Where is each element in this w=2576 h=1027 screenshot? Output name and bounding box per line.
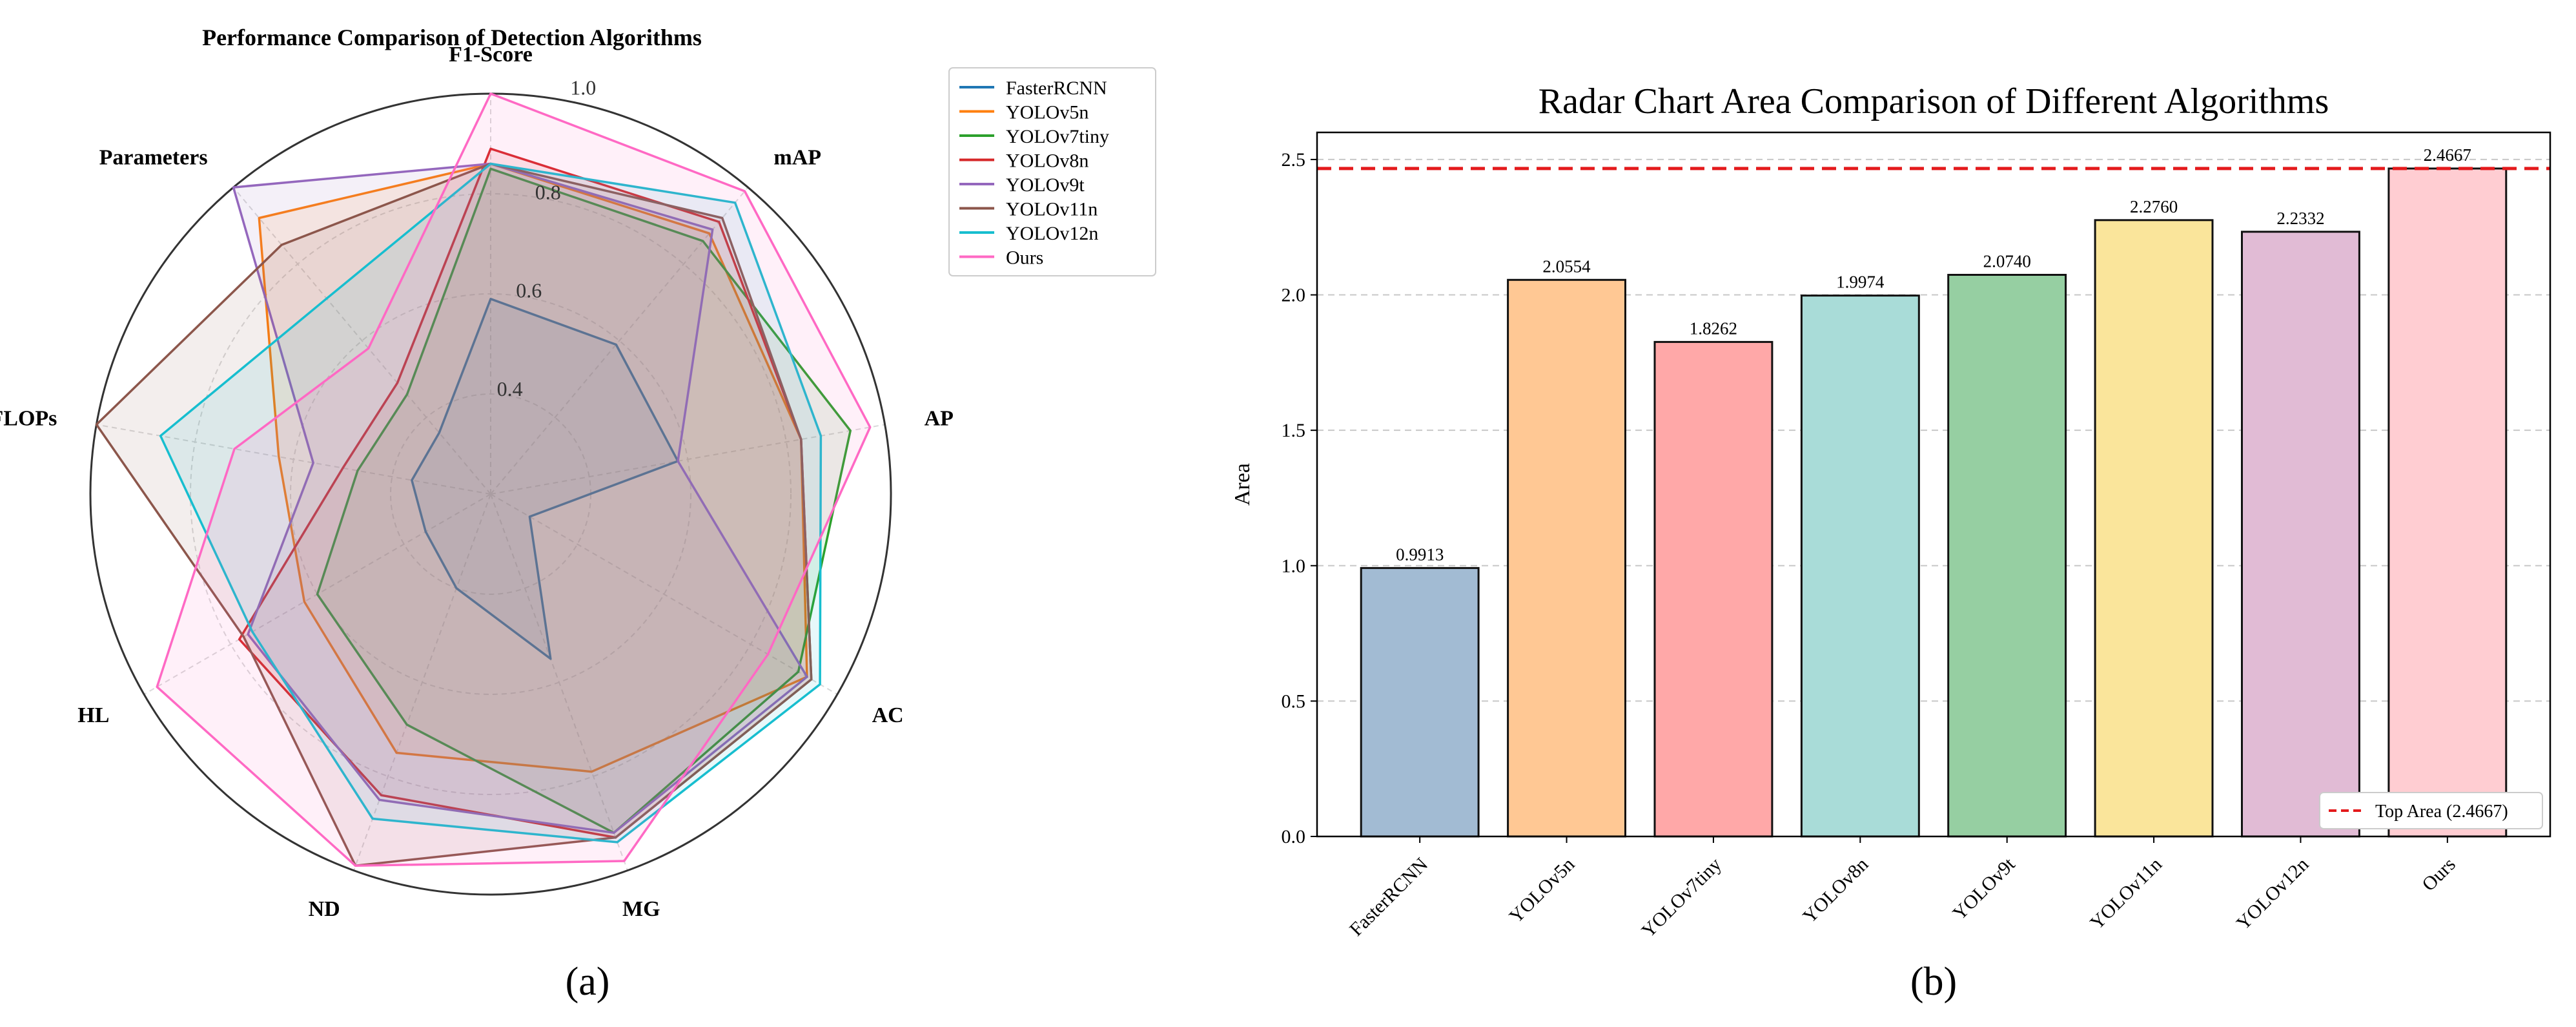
x-tick-label: YOLOv9t [1948, 853, 2019, 924]
bar-value-label: 2.2332 [2276, 209, 2324, 228]
y-tick-label: 0.5 [1282, 690, 1306, 712]
radar-spoke [490, 493, 628, 871]
radar-spoke [353, 493, 491, 871]
radar-legend-label: Ours [1006, 247, 1043, 269]
bar-yolov12n [2241, 231, 2360, 838]
radar-axis-label: MG [622, 897, 660, 921]
x-tick-label: FasterRCNN [1345, 854, 1432, 940]
radar-spoke [490, 493, 838, 695]
radar-legend-label: YOLOv9t [1006, 174, 1085, 196]
bar-legend-box [2319, 792, 2543, 829]
radar-axis-label: Parameters [99, 146, 208, 170]
bar-yolov7tiny [1653, 340, 1774, 838]
radar-axis-label: F1-Score [449, 43, 533, 67]
x-tick-label: YOLOv7tiny [1637, 854, 1725, 942]
radar-legend-label: YOLOv8n [1006, 150, 1089, 172]
bar-yolov8n [1800, 295, 1920, 838]
bar-chart-panel: Radar Chart Area Comparison of Different… [1231, 81, 2551, 1004]
bar-chart-title: Radar Chart Area Comparison of Different… [1538, 81, 2329, 121]
x-tick-label: YOLOv11n [2086, 854, 2166, 934]
radar-series-yolov11n [95, 162, 813, 867]
radar-legend-label: YOLOv12n [1006, 223, 1098, 244]
bar-legend: Top Area (2.4667) [2319, 792, 2543, 829]
bar-gridlines [1317, 158, 2550, 702]
bar-yolov9t [1947, 274, 2067, 838]
y-axis-label: Area [1231, 463, 1254, 506]
radar-series-ours [156, 92, 872, 867]
radar-axis-label: HL [77, 703, 109, 727]
bar-value-label: 2.4667 [2424, 145, 2471, 165]
bar-value-label: 0.9913 [1396, 545, 1444, 564]
panel-label-b: (b) [1910, 960, 1957, 1004]
plot-frame [1316, 131, 2551, 838]
panel-label-a: (a) [566, 960, 610, 1004]
y-tick-label: 1.0 [1282, 555, 1306, 577]
radar-legend-label: YOLOv7tiny [1006, 126, 1109, 147]
bar-value-label: 1.8262 [1690, 318, 1737, 338]
bar-yolov5n [1507, 278, 1627, 838]
radar-legend-label: YOLOv11n [1006, 199, 1098, 220]
bar-yolov11n [2094, 219, 2214, 838]
radar-series-fasterrcnn [411, 298, 679, 660]
y-tick-label: 1.5 [1282, 420, 1306, 441]
radar-series-yolov5n [258, 162, 808, 773]
x-tick-label: YOLOv12n [2233, 854, 2313, 935]
y-tick-label: 2.0 [1282, 285, 1306, 306]
radar-spoke [232, 187, 491, 495]
radar-radial-tick-labels: 0.4 0.6 0.8 1.0 [497, 76, 597, 400]
bar-fasterrcnn [1360, 566, 1480, 838]
radar-radial-tick-label: 0.4 [497, 377, 523, 400]
radar-axis-label: AC [872, 703, 904, 727]
radar-spoke [96, 424, 491, 495]
bar-value-label: 1.9974 [1836, 273, 1885, 292]
bar-value-label: 2.2760 [2130, 197, 2178, 216]
radar-series-group [95, 92, 872, 867]
radar-legend-label: YOLOv5n [1006, 102, 1089, 123]
radar-radial-tick-label: 0.8 [535, 181, 561, 204]
bar-legend-label: Top Area (2.4667) [2375, 802, 2508, 822]
radar-legend-label: FasterRCNN [1006, 78, 1107, 99]
radar-radial-tick-label: 0.6 [516, 279, 542, 302]
x-tick-label: YOLOv5n [1505, 854, 1579, 928]
radar-chart-panel: Performance Comparison of Detection Algo… [0, 25, 1156, 1004]
radar-series-yolov7tiny [316, 167, 852, 835]
bar-series: 0.9913 2.0554 1.8262 1.9974 2.0740 2.2760 2.23… [1360, 145, 2508, 838]
bar-ours [2387, 167, 2508, 838]
bar-value-label: 2.0740 [1983, 252, 2031, 271]
radar-axis-labels: F1-Score mAP AP AC MG ND HL GFLOPs Parameters [0, 43, 954, 921]
x-tick-label: Ours [2418, 854, 2460, 896]
bar-value-label: 2.0554 [1542, 256, 1591, 276]
radar-axis-label: mAP [773, 146, 821, 170]
radar-series-yolov12n [159, 162, 823, 844]
y-tick-label: 2.5 [1282, 149, 1306, 171]
radar-axis-label: ND [309, 897, 340, 921]
radar-legend: FasterRCNN YOLOv5n YOLOv7tiny YOLOv8nYOLOv9… [948, 67, 1156, 276]
y-tick-label: 0.0 [1282, 826, 1306, 847]
radar-radial-tick-label: 1.0 [570, 76, 596, 99]
radar-axis-label: GFLOPs [0, 407, 57, 431]
radar-spoke [490, 187, 749, 495]
x-tick-label: YOLOv8n [1799, 854, 1872, 928]
radar-chart-title: Performance Comparison of Detection Algo… [202, 25, 702, 50]
radar-legend-box [948, 67, 1156, 276]
radar-axis-label: AP [925, 407, 954, 431]
radar-spoke [490, 424, 885, 495]
